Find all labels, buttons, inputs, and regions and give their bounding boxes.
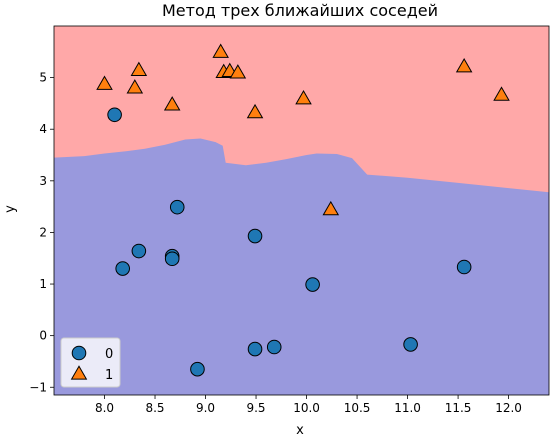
x-tick-label: 11.5 xyxy=(445,401,472,415)
x-tick-label: 8.5 xyxy=(145,401,164,415)
data-point-class-1 xyxy=(212,43,229,58)
plot-frame xyxy=(53,25,550,396)
data-point-class-1 xyxy=(163,96,181,111)
data-point-class-0 xyxy=(305,277,320,292)
data-point-class-1 xyxy=(96,75,113,90)
data-point-class-0 xyxy=(169,199,185,215)
data-point-class-1 xyxy=(295,89,312,105)
x-tick-label: 9.0 xyxy=(196,401,215,415)
data-point-class-0 xyxy=(403,337,418,352)
region-class-1 xyxy=(54,26,549,193)
data-point-class-0 xyxy=(247,341,263,357)
y-tick-label: 4 xyxy=(39,122,47,136)
legend-label-0: 0 xyxy=(105,347,113,362)
y-tick-label: 2 xyxy=(39,225,47,239)
x-tick-label: 8.0 xyxy=(95,401,114,415)
data-point-class-0 xyxy=(247,228,263,244)
data-point-class-1 xyxy=(493,86,510,101)
y-tick-label: 0 xyxy=(39,329,47,343)
data-point-class-0 xyxy=(190,361,205,377)
y-tick-label: 1 xyxy=(39,277,47,291)
x-tick-label: 12.0 xyxy=(495,401,522,415)
chart-title: Метод трех ближайших соседей xyxy=(162,1,438,20)
x-tick-label: 9.5 xyxy=(246,401,265,415)
data-point-class-1 xyxy=(130,61,148,76)
data-point-class-0 xyxy=(131,243,147,259)
data-point-class-0 xyxy=(115,261,130,276)
y-tick-label: −1 xyxy=(29,380,47,394)
x-axis-label: x xyxy=(296,423,304,437)
data-point-class-1 xyxy=(126,79,144,94)
data-point-class-0 xyxy=(107,107,122,123)
data-point-class-0 xyxy=(266,339,282,355)
y-tick-label: 3 xyxy=(39,174,47,188)
y-tick-label: 5 xyxy=(39,71,47,85)
legend-label-1: 1 xyxy=(105,368,113,383)
data-point-class-1 xyxy=(229,64,247,79)
legend-marker-0 xyxy=(71,345,87,361)
data-point-class-0 xyxy=(456,259,472,275)
x-tick-label: 10.5 xyxy=(344,401,371,415)
x-tick-label: 10.0 xyxy=(293,401,320,415)
data-point-class-1 xyxy=(455,57,473,73)
data-point-class-1 xyxy=(322,200,340,216)
data-point-class-0 xyxy=(164,251,180,267)
data-point-class-1 xyxy=(246,103,264,119)
y-axis-label: y xyxy=(3,205,18,213)
legend-marker-1 xyxy=(70,365,88,380)
x-tick-label: 11.0 xyxy=(394,401,421,415)
